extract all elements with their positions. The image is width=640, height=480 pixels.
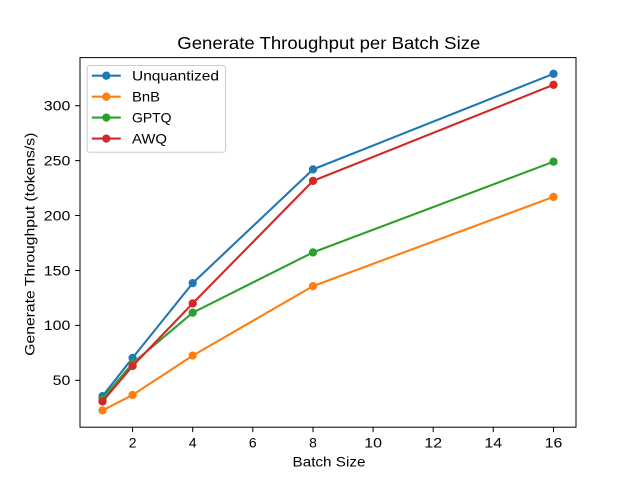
- svg-text:Generate Throughput per Batch: Generate Throughput per Batch Size: [177, 33, 480, 53]
- svg-text:10: 10: [364, 434, 382, 450]
- svg-text:4: 4: [189, 434, 197, 450]
- svg-text:8: 8: [309, 434, 317, 450]
- svg-text:50: 50: [53, 372, 71, 388]
- svg-text:AWQ: AWQ: [132, 130, 167, 146]
- svg-text:2: 2: [129, 434, 137, 450]
- svg-text:14: 14: [484, 434, 502, 450]
- svg-text:200: 200: [44, 207, 71, 223]
- svg-text:GPTQ: GPTQ: [132, 109, 172, 125]
- svg-text:6: 6: [249, 434, 257, 450]
- svg-text:300: 300: [44, 98, 71, 114]
- svg-text:100: 100: [44, 317, 71, 333]
- svg-text:Batch Size: Batch Size: [293, 453, 366, 469]
- svg-text:BnB: BnB: [132, 89, 160, 105]
- svg-text:150: 150: [44, 262, 71, 278]
- svg-text:16: 16: [545, 434, 563, 450]
- svg-text:250: 250: [44, 152, 71, 168]
- svg-text:12: 12: [424, 434, 442, 450]
- svg-text:Generate Throughput (tokens/s): Generate Throughput (tokens/s): [22, 133, 38, 356]
- svg-text:Unquantized: Unquantized: [132, 68, 219, 84]
